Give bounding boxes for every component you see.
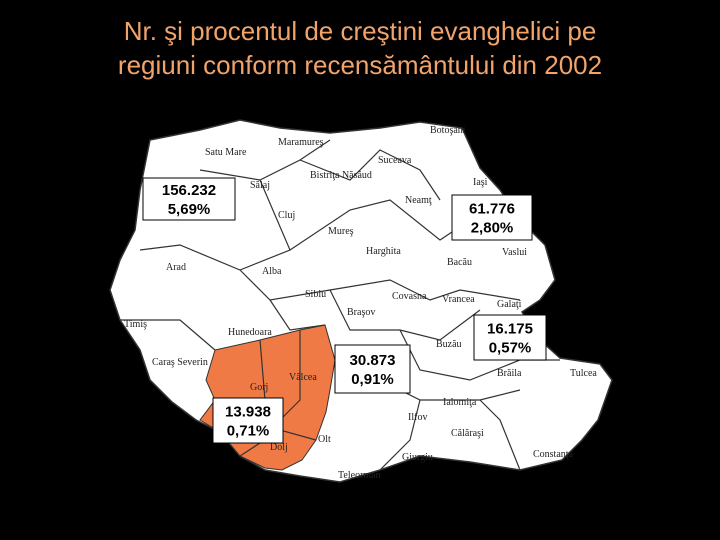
callout-box	[451, 194, 533, 241]
county-label: Maramureş	[278, 137, 324, 148]
county-label: Tulcea	[570, 368, 597, 379]
county-label: Timiş	[124, 319, 147, 330]
callout-box	[473, 314, 547, 361]
county-label: Bacău	[447, 257, 472, 268]
county-label: Sibiu	[305, 289, 326, 300]
county-label: Vaslui	[502, 247, 527, 258]
county-label: Botoşani	[430, 125, 466, 136]
callout-percent: 5,69%	[168, 201, 211, 218]
county-label: Buzău	[436, 339, 462, 350]
county-label: Caraş Severin	[152, 357, 208, 368]
county-label: Ilfov	[408, 412, 427, 423]
county-label: Dolj	[270, 442, 288, 453]
callout-percent: 0,71%	[227, 423, 270, 440]
callout-percent: 2,80%	[471, 220, 514, 237]
county-label: Vrancea	[442, 294, 475, 305]
county-label: Gorj	[250, 382, 268, 393]
callout-percent: 0,91%	[351, 371, 394, 388]
county-label: Cluj	[278, 210, 295, 221]
county-label: Arad	[166, 262, 186, 273]
county-label: Braşov	[347, 307, 375, 318]
county-label: Neamţ	[405, 195, 432, 206]
county-label: Iaşi	[473, 177, 488, 188]
county-label: Mureş	[328, 226, 354, 237]
title-line: regiuni conform recensământului din 2002	[117, 50, 603, 80]
county-label: Hunedoara	[228, 327, 272, 338]
title-line: Nr. şi procentul de creştini evanghelici…	[123, 16, 597, 46]
callout-box	[212, 397, 284, 444]
county-label: Constanţa	[533, 449, 574, 460]
callout-count: 13.938	[225, 404, 271, 421]
callouts: 156.232 5,69% 61.776 2,80% 16.175 0,57% 30.873…	[142, 177, 547, 444]
county-label: Giurgiu	[402, 452, 433, 463]
callout-count: 16.175	[487, 321, 533, 338]
county-label: Galaţi	[497, 299, 522, 310]
county-label: Harghita	[366, 246, 401, 257]
callout-percent: 0,57%	[489, 340, 532, 357]
county-label: Suceava	[378, 155, 412, 166]
county-label: Olt	[318, 434, 331, 445]
county-label: Covasna	[392, 291, 427, 302]
callout-count: 30.873	[350, 352, 396, 369]
county-label: Bistriţa Năsăud	[310, 170, 372, 181]
county-label: Alba	[262, 266, 282, 277]
county-label: Sălaj	[250, 180, 270, 191]
county-label: Călăraşi	[451, 428, 484, 439]
callout-count: 156.232	[162, 182, 216, 199]
county-label: Ialomiţa	[443, 397, 477, 408]
callout-box	[334, 344, 411, 394]
callout-box	[142, 177, 236, 221]
callout-count: 61.776	[469, 201, 515, 218]
county-label: Brăila	[497, 368, 522, 379]
county-label: Satu Mare	[205, 147, 247, 158]
county-label: Teleorman	[338, 470, 381, 481]
slide-title: Nr. şi procentul de creştini evanghelici…	[0, 14, 720, 82]
county-labels: Botoşani Satu Mare Maramureş Suceava Bistriţ…	[124, 125, 597, 481]
county-label: Vâlcea	[289, 372, 317, 383]
